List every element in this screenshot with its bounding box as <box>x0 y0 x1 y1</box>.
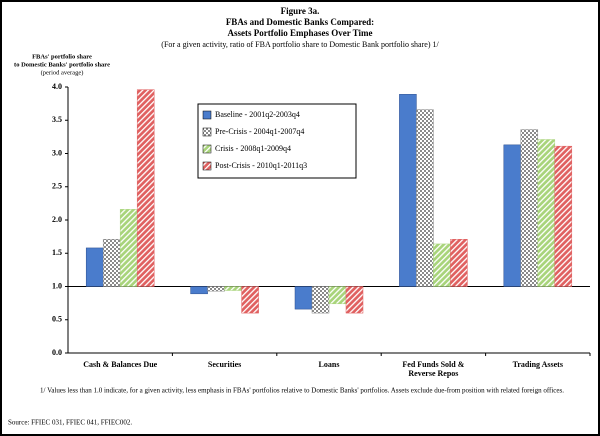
y-tick-label: 2.5 <box>52 182 62 191</box>
legend-swatch <box>202 127 212 137</box>
legend-label: Baseline - 2001q2-2003q4 <box>215 110 300 119</box>
y-tick-label: 3.5 <box>52 115 62 124</box>
bar <box>433 243 451 287</box>
bar <box>399 94 417 287</box>
y-tick-label: 4.0 <box>52 82 62 91</box>
legend-swatch <box>202 110 212 120</box>
bar <box>241 286 259 314</box>
footnote: 1/ Values less than 1.0 indicate, for a … <box>40 387 564 395</box>
legend-label: Pre-Crisis - 2004q1-2007q4 <box>215 127 304 136</box>
chart-subtitle: Assets Portfolio Emphases Over Time <box>228 28 373 38</box>
x-tick-label: Fed Funds Sold & Reverse Repos <box>402 360 464 378</box>
x-tick-label: Trading Assets <box>513 360 563 369</box>
chart-title: Figure 3a. <box>281 6 320 16</box>
bar <box>85 247 104 287</box>
y-tick-label: 1.0 <box>52 281 62 290</box>
y-tick-label: 0.0 <box>52 348 62 357</box>
chart-note: (For a given activity, ratio of FBA port… <box>161 40 439 49</box>
bar <box>520 129 539 287</box>
bar <box>537 139 556 287</box>
y-tick-label: 2.0 <box>52 215 62 224</box>
bar <box>345 286 364 314</box>
bar <box>416 109 434 287</box>
x-tick-label: Cash & Balances Due <box>83 360 157 369</box>
bar <box>207 286 225 292</box>
y-axis-label: FBAs' portfolio share <box>32 53 92 60</box>
bar <box>119 209 138 287</box>
x-tick-label: Loans <box>319 360 340 369</box>
chart-subtitle: FBAs and Domestic Banks Compared: <box>226 17 374 27</box>
bar <box>294 286 313 310</box>
y-axis-label: to Domestic Banks' portfolio share <box>14 61 110 68</box>
legend <box>197 103 357 179</box>
legend-swatch <box>202 161 212 171</box>
x-tick-label: Securities <box>208 360 241 369</box>
legend-label: Crisis - 2008q1-2009q4 <box>215 144 291 153</box>
bar <box>328 286 347 305</box>
bar <box>503 144 522 287</box>
y-tick-label: 0.5 <box>52 315 62 324</box>
legend-swatch <box>202 144 212 154</box>
source: Source: FFIEC 031, FFIEC 041, FFIEC002. <box>8 419 132 427</box>
y-tick-label: 1.5 <box>52 248 62 257</box>
y-axis-label: (period average) <box>41 69 84 76</box>
bar <box>311 286 330 314</box>
bar <box>136 89 155 287</box>
bar <box>554 145 573 287</box>
bar <box>102 239 121 287</box>
bar <box>190 286 208 295</box>
y-tick-label: 3.0 <box>52 148 62 157</box>
bar <box>224 286 242 291</box>
legend-label: Post-Crisis - 2010q1-2011q3 <box>215 161 307 170</box>
bar <box>450 239 468 287</box>
